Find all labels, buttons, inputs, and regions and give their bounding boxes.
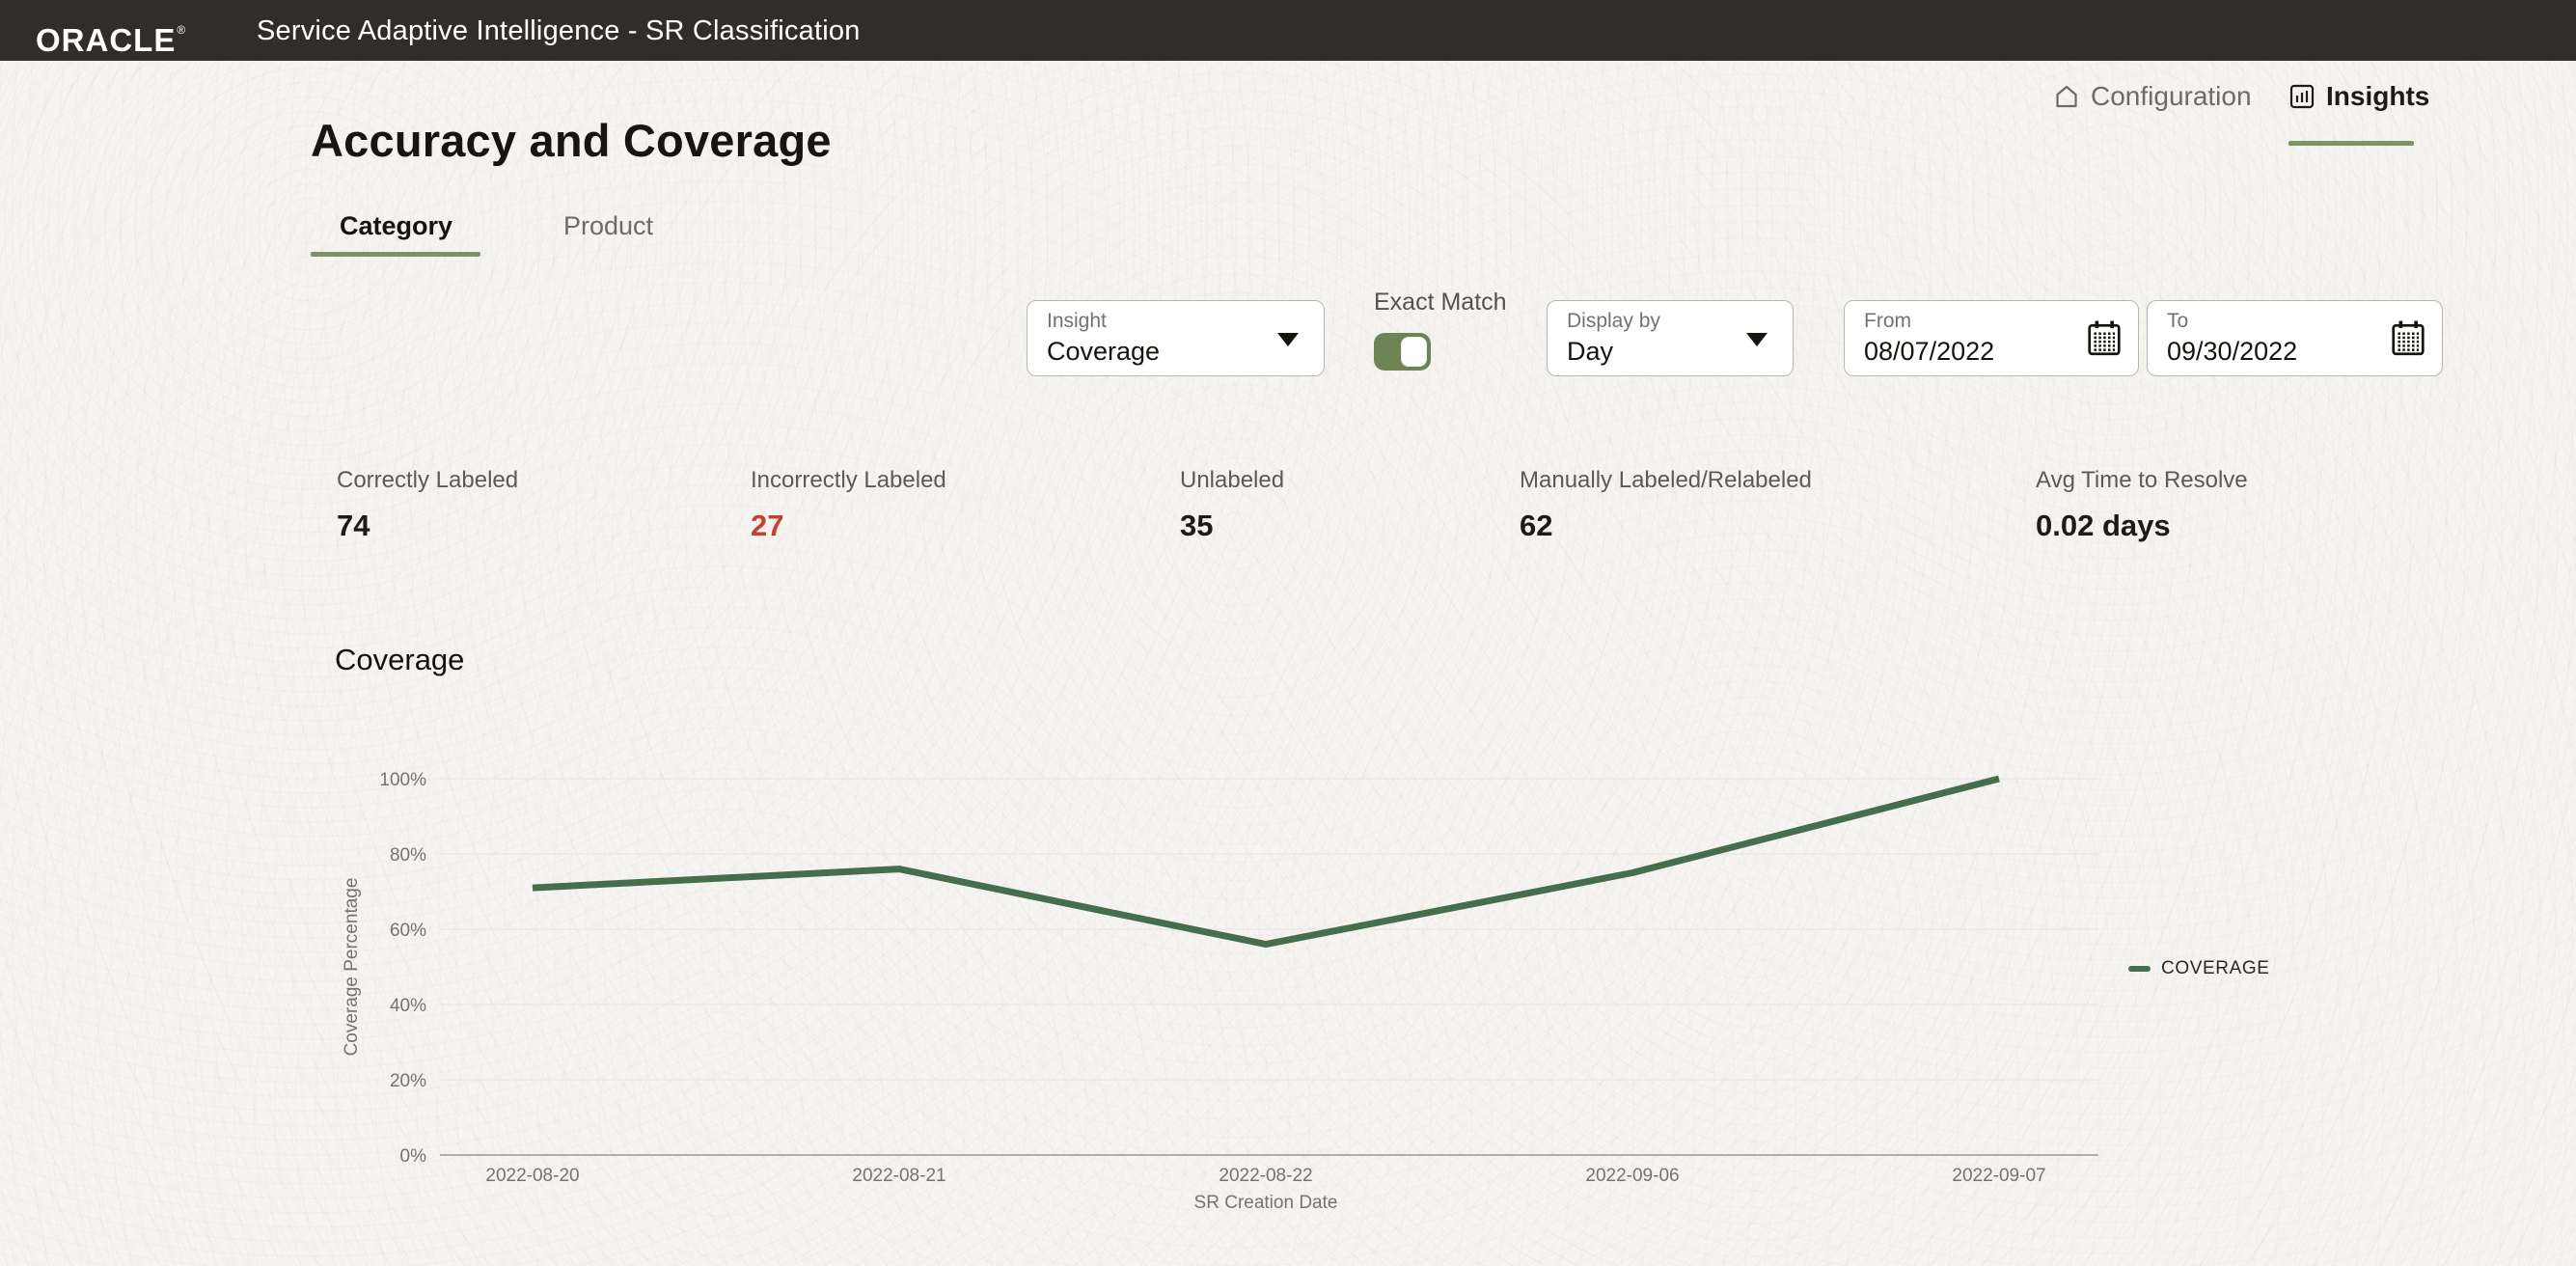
chart-xtick-label: 2022-08-22 bbox=[1219, 1166, 1312, 1186]
calendar-icon bbox=[2392, 320, 2425, 356]
registered-mark: ® bbox=[177, 23, 187, 37]
display-by-dropdown[interactable]: Display by Day bbox=[1547, 300, 1794, 376]
metric-label: Avg Time to Resolve bbox=[2036, 467, 2248, 493]
legend-item-coverage[interactable]: COVERAGE bbox=[2128, 958, 2270, 979]
metric-value: 0.02 days bbox=[2036, 509, 2171, 542]
home-icon bbox=[2056, 85, 2077, 108]
chart-ytick-label: 0% bbox=[400, 1146, 427, 1167]
chart-ytick-label: 60% bbox=[390, 921, 426, 941]
metric-correctly-labeled: Correctly Labeled 74 bbox=[337, 467, 518, 543]
legend-swatch bbox=[2128, 966, 2151, 972]
from-date-label: From bbox=[1864, 310, 1911, 332]
toggle-knob bbox=[1401, 337, 1427, 367]
calendar-icon bbox=[2088, 320, 2121, 356]
chart-ytick-label: 80% bbox=[390, 845, 426, 866]
to-date-value: 09/30/2022 bbox=[2167, 337, 2298, 366]
metric-unlabeled: Unlabeled 35 bbox=[1180, 467, 1284, 543]
nav-insights-active-underline bbox=[2288, 141, 2414, 146]
insight-dropdown-label: Insight bbox=[1047, 310, 1107, 332]
metric-avg-time-to-resolve: Avg Time to Resolve 0.02 days bbox=[2036, 467, 2248, 543]
chart-ytick-label: 40% bbox=[390, 996, 426, 1016]
chart-title: Coverage bbox=[335, 643, 465, 676]
metric-label: Correctly Labeled bbox=[337, 467, 519, 493]
chart-xtick-label: 2022-08-20 bbox=[485, 1166, 579, 1186]
chart-line-coverage bbox=[532, 775, 2000, 949]
bar-chart-icon bbox=[2289, 84, 2315, 109]
legend-label: COVERAGE bbox=[2161, 958, 2270, 978]
chart-y-axis-title: Coverage Percentage bbox=[342, 878, 362, 1057]
oracle-logo: ORACLE® bbox=[36, 22, 187, 58]
from-date-value: 08/07/2022 bbox=[1864, 337, 1995, 366]
nav-configuration[interactable]: Configuration bbox=[2053, 81, 2252, 112]
metric-label: Unlabeled bbox=[1180, 467, 1285, 493]
nav-insights-label: Insights bbox=[2326, 81, 2430, 111]
display-by-value: Day bbox=[1567, 337, 1614, 366]
chart-xtick-label: 2022-09-06 bbox=[1585, 1166, 1679, 1186]
insight-dropdown[interactable]: Insight Coverage bbox=[1027, 300, 1325, 376]
app-title: Service Adaptive Intelligence - SR Class… bbox=[257, 15, 861, 46]
to-date-label: To bbox=[2167, 310, 2189, 332]
chevron-down-icon bbox=[1746, 333, 1768, 346]
metric-value: 74 bbox=[337, 509, 370, 542]
metric-incorrectly-labeled: Incorrectly Labeled 27 bbox=[751, 467, 946, 543]
exact-match-toggle[interactable] bbox=[1374, 333, 1431, 371]
chevron-down-icon bbox=[1277, 333, 1299, 346]
chart-xtick-label: 2022-09-07 bbox=[1952, 1166, 2045, 1186]
nav-insights[interactable]: Insights bbox=[2288, 81, 2429, 112]
metric-value: 27 bbox=[751, 509, 784, 542]
metric-value: 35 bbox=[1180, 509, 1214, 542]
metric-label: Incorrectly Labeled bbox=[751, 467, 946, 493]
nav-configuration-label: Configuration bbox=[2091, 81, 2252, 111]
display-by-label: Display by bbox=[1567, 310, 1660, 332]
chart-x-axis-title: SR Creation Date bbox=[1194, 1193, 1338, 1213]
from-date-field[interactable]: From 08/07/2022 bbox=[1844, 300, 2139, 376]
exact-match-label: Exact Match bbox=[1374, 289, 1507, 316]
tab-category[interactable]: Category bbox=[340, 211, 453, 240]
chart-ytick-label: 100% bbox=[379, 770, 426, 790]
chart-ytick-label: 20% bbox=[390, 1071, 426, 1091]
metric-label: Manually Labeled/Relabeled bbox=[1520, 467, 1812, 493]
tab-product[interactable]: Product bbox=[563, 211, 654, 240]
top-bar: ORACLE® Service Adaptive Intelligence - … bbox=[0, 0, 2576, 61]
chart-xtick-label: 2022-08-21 bbox=[852, 1166, 945, 1186]
metric-manually-labeled: Manually Labeled/Relabeled 62 bbox=[1520, 467, 1812, 543]
tab-category-active-underline bbox=[311, 252, 480, 257]
coverage-line-chart: 0% 20% 40% 60% 80% 100% 2022-08-20 2022-08-21 20… bbox=[342, 770, 2098, 1213]
metric-value: 62 bbox=[1520, 509, 1553, 542]
insight-dropdown-value: Coverage bbox=[1047, 337, 1161, 366]
to-date-field[interactable]: To 09/30/2022 bbox=[2147, 300, 2443, 376]
page-title: Accuracy and Coverage bbox=[311, 115, 832, 166]
